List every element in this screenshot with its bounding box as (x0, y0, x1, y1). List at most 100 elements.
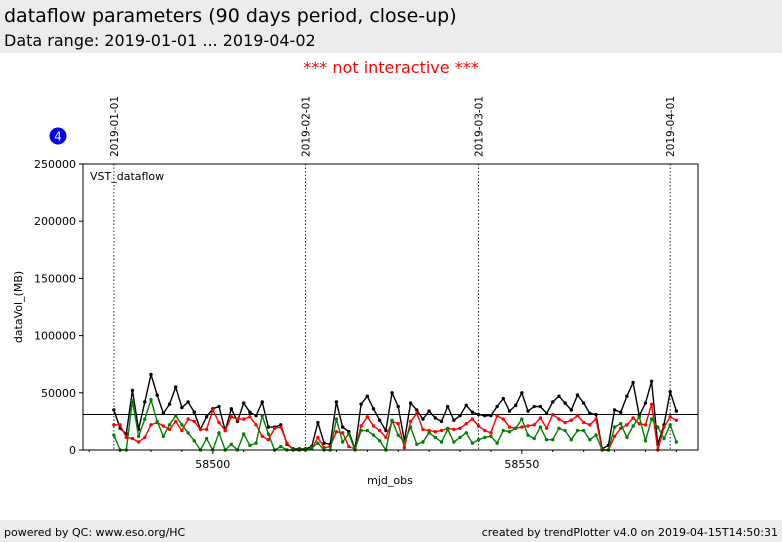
data-point (186, 431, 190, 435)
data-point (136, 434, 141, 438)
y-tick-label: 100000 (34, 330, 76, 343)
data-range-subtitle: Data range: 2019-01-01 ... 2019-04-02 (4, 31, 316, 50)
data-point (402, 446, 407, 450)
data-point (421, 440, 425, 444)
data-point (149, 423, 153, 427)
data-point (186, 417, 190, 421)
data-point (631, 416, 635, 420)
x-axis-label: mjd_obs (367, 474, 413, 487)
badge: 4 (49, 127, 67, 145)
data-point (149, 397, 153, 402)
data-point (130, 436, 135, 441)
data-point (365, 394, 370, 398)
data-point (557, 394, 561, 398)
data-point (143, 417, 147, 421)
data-point (495, 413, 499, 418)
data-point (489, 413, 493, 418)
data-point (347, 444, 351, 449)
data-point (377, 428, 382, 433)
data-point (192, 410, 196, 414)
data-point (384, 435, 388, 440)
data-point (402, 440, 407, 444)
plot-frame (82, 163, 699, 451)
data-point (359, 402, 363, 406)
axis-ticks: 0 50000 100000 150000 200000 250000 58500 58550 (34, 158, 677, 471)
data-point (452, 418, 456, 422)
data-point (421, 417, 425, 421)
data-point (643, 423, 648, 427)
data-point (569, 418, 573, 422)
data-point (279, 444, 283, 449)
x-tick-label: 58550 (504, 458, 539, 471)
data-point (192, 439, 196, 443)
date-marker-label: 2019-01-01 (109, 96, 121, 157)
data-point (359, 428, 363, 433)
data-point (612, 434, 617, 438)
data-point (544, 426, 549, 430)
data-point (174, 385, 178, 389)
date-marker-label: 2019-02-01 (301, 96, 313, 157)
data-point (668, 389, 672, 394)
data-point (594, 417, 598, 421)
data-point (501, 417, 506, 421)
data-point (161, 411, 166, 416)
data-point (433, 435, 438, 440)
data-point (371, 407, 376, 411)
data-point (254, 413, 258, 418)
data-point (551, 438, 555, 442)
data-point (538, 404, 543, 409)
data-point (334, 400, 339, 404)
header-bar: dataflow parameters (90 days period, clo… (0, 0, 782, 53)
data-point (662, 436, 666, 441)
data-point (229, 415, 234, 419)
data-point (248, 415, 252, 419)
data-point (612, 408, 617, 412)
data-point (316, 441, 320, 445)
date-marker-label: 2019-03-01 (474, 96, 486, 157)
not-interactive-notice: *** not interactive *** (303, 58, 479, 77)
data-point (396, 433, 400, 437)
data-point (674, 440, 679, 444)
data-point (155, 419, 159, 424)
data-point (377, 439, 382, 443)
footer-powered-by: powered by QC: www.eso.org/HC (4, 526, 186, 539)
data-point (507, 409, 512, 413)
data-point (643, 401, 648, 405)
data-point (581, 420, 586, 425)
data-point (377, 418, 382, 422)
data-point (458, 413, 462, 418)
data-point (439, 419, 444, 424)
data-point (588, 423, 592, 427)
y-axis-label: dataVol_(MB) (12, 271, 25, 343)
data-point (242, 432, 246, 436)
data-point (631, 424, 635, 428)
data-point (526, 409, 530, 413)
data-point (347, 432, 351, 436)
data-point (167, 427, 172, 432)
data-point (408, 419, 413, 424)
data-point (476, 412, 481, 417)
x-tick-label: 58500 (195, 458, 230, 471)
panel-label: VST_dataflow (90, 170, 164, 183)
data-point (501, 396, 506, 401)
y-tick-label: 0 (69, 444, 76, 457)
data-point (563, 401, 567, 405)
data-point (433, 416, 438, 420)
data-point (668, 415, 672, 419)
data-point (390, 418, 394, 422)
data-point (229, 407, 234, 411)
data-point (588, 411, 592, 416)
data-point (204, 427, 209, 432)
data-point (143, 400, 147, 404)
data-point (464, 431, 468, 435)
data-point (625, 423, 629, 427)
data-point (563, 420, 567, 425)
data-point (408, 425, 413, 429)
data-point (174, 419, 178, 424)
data-point (445, 427, 450, 432)
data-point (619, 410, 623, 414)
data-point (476, 438, 481, 442)
data-point (520, 417, 524, 421)
data-point (155, 393, 159, 397)
